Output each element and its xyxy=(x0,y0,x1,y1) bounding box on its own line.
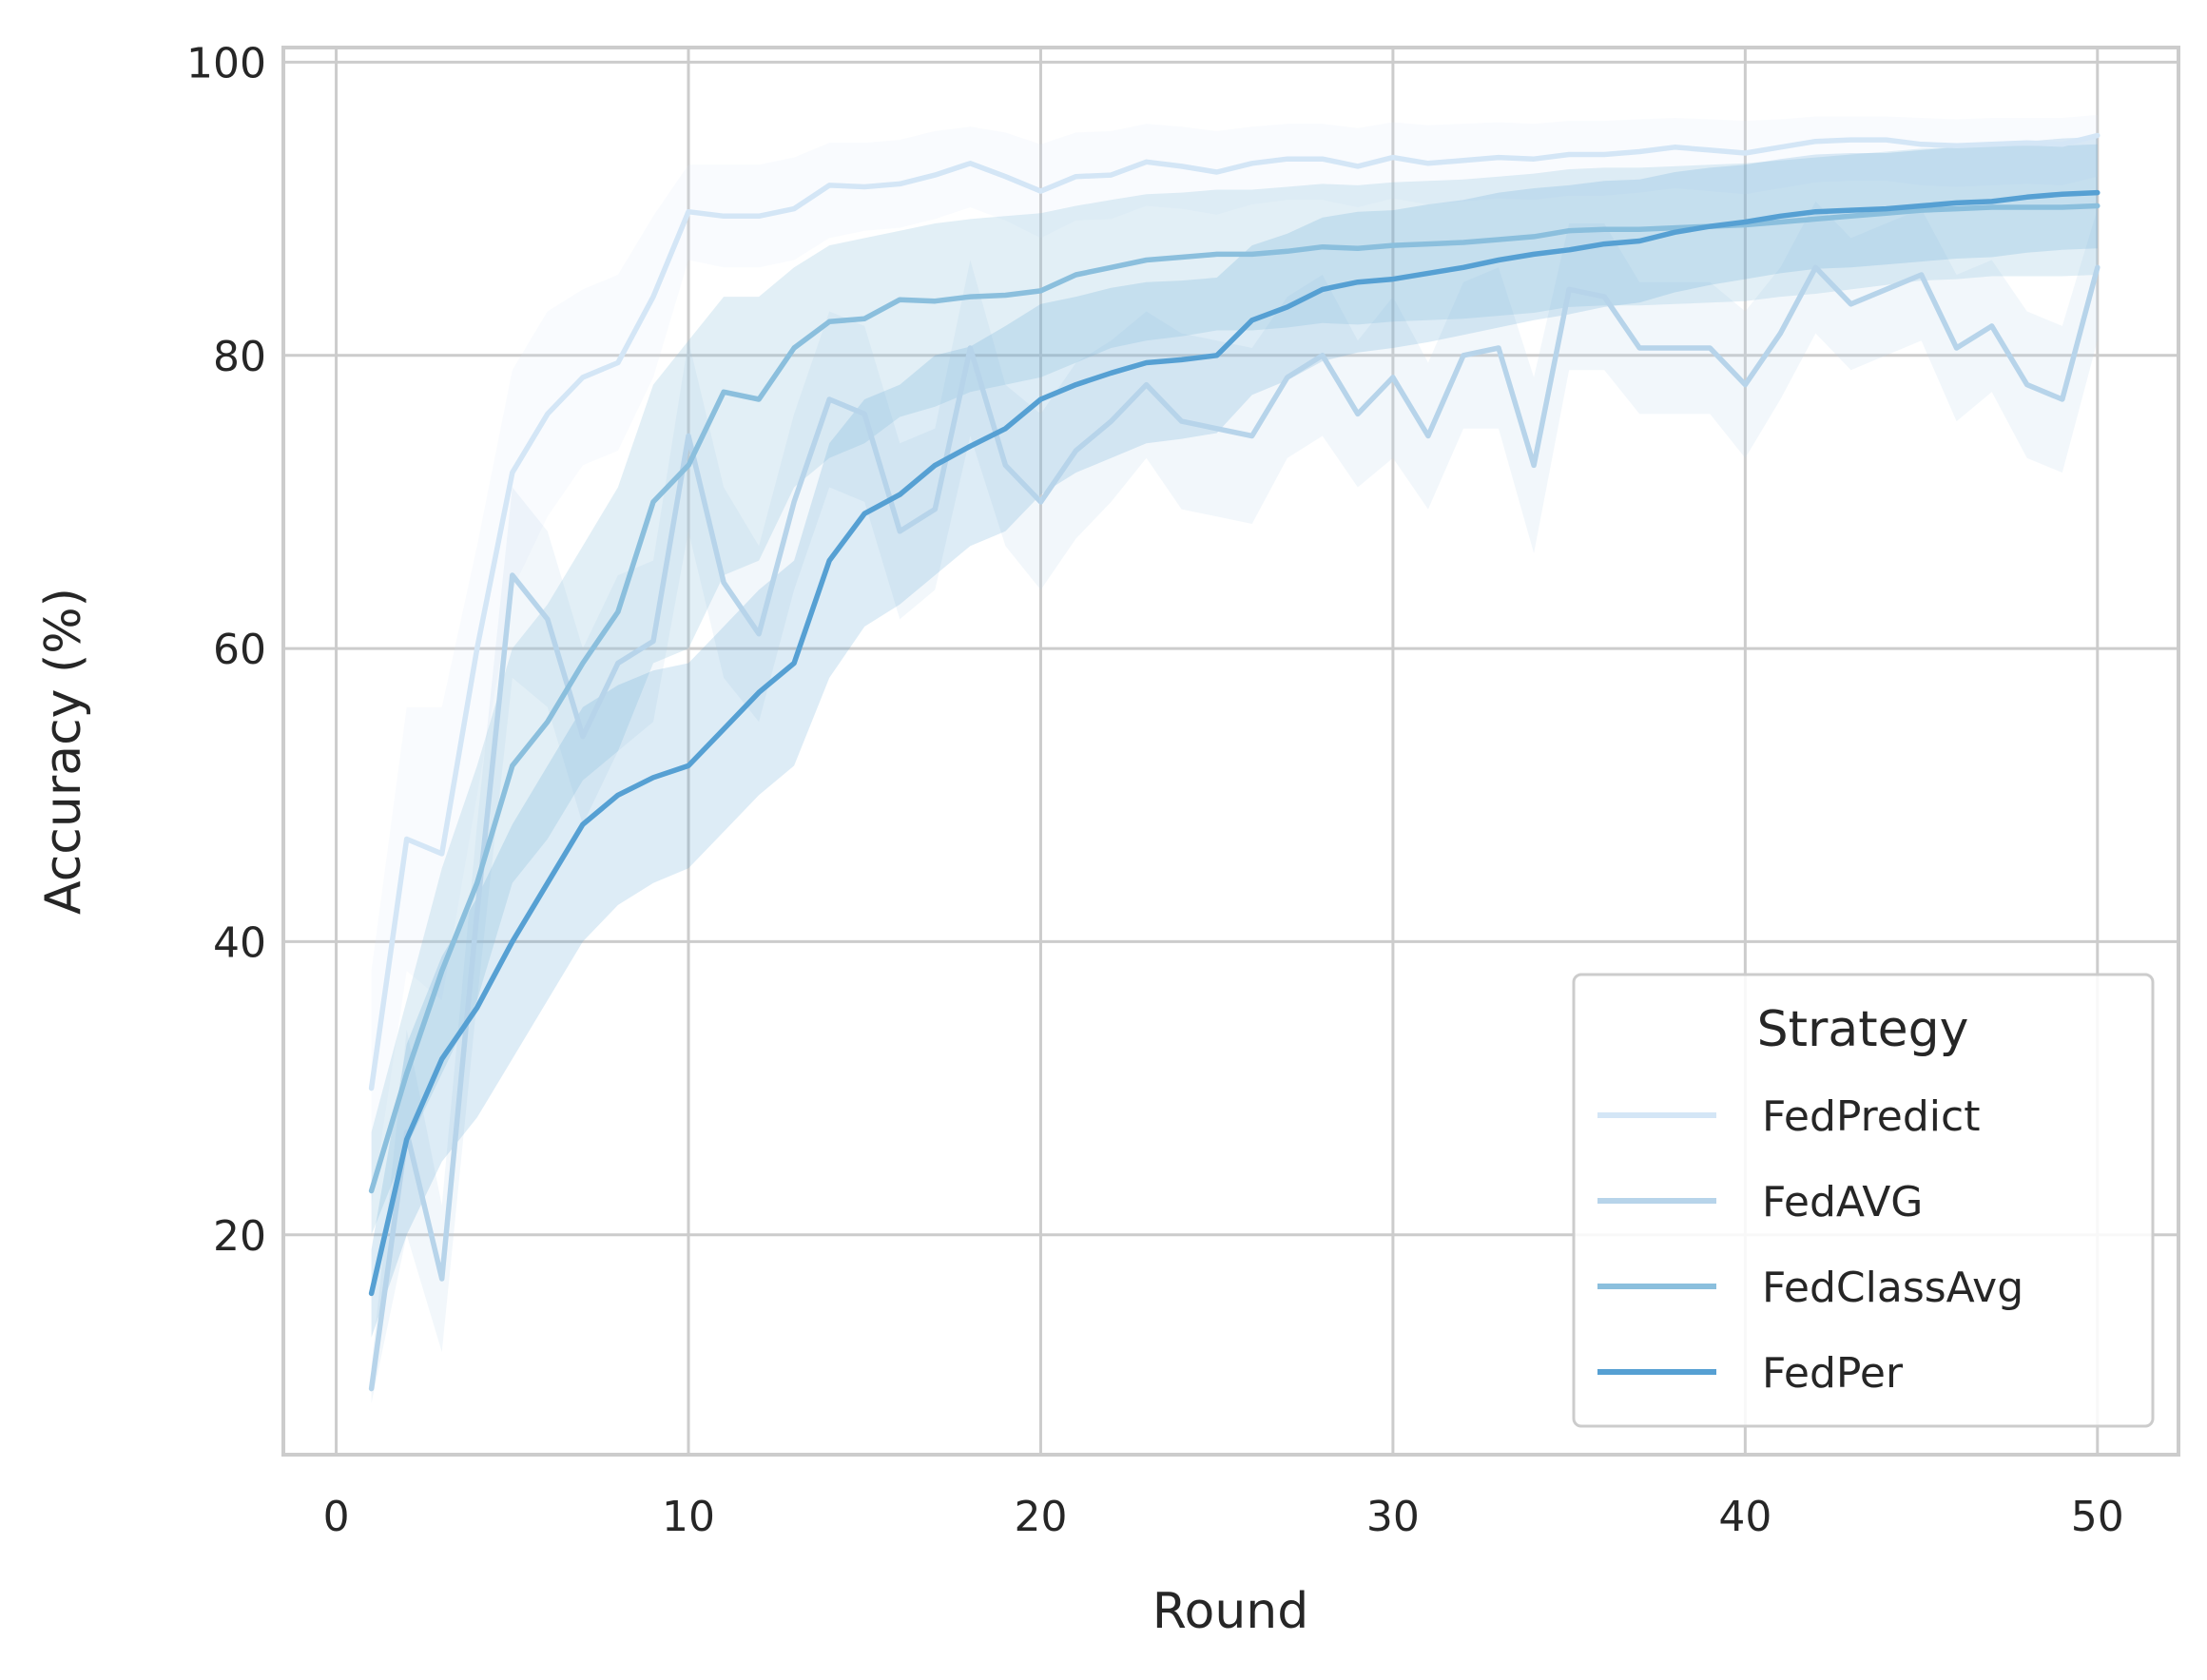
y-tick-label: 100 xyxy=(186,39,266,87)
x-tick-label: 50 xyxy=(2071,1493,2124,1541)
x-tick-labels: 0 10 20 30 40 50 xyxy=(323,1493,2124,1541)
y-axis-label: Accuracy (%) xyxy=(35,588,92,915)
legend-box xyxy=(1572,973,2155,1428)
y-tick-label: 20 xyxy=(213,1212,266,1261)
y-tick-label: 60 xyxy=(213,626,266,674)
plot-frame xyxy=(281,46,2180,1457)
x-tick-label: 10 xyxy=(662,1493,715,1541)
legend-items: FedPredict FedAVG FedClassAvg FedPer xyxy=(1597,1092,2023,1398)
x-tick-label: 0 xyxy=(323,1493,350,1541)
x-tick-label: 40 xyxy=(1718,1493,1771,1541)
legend: Strategy FedPredictFedAVGFedClassAvgFedP… xyxy=(1572,973,2155,1428)
y-tick-label: 80 xyxy=(213,333,266,381)
legend-label-fedpredict: FedPredict xyxy=(1762,1092,1980,1141)
y-tick-label: 40 xyxy=(213,918,266,967)
line-fedper xyxy=(368,189,2101,1297)
legend-label-fedclassavg: FedClassAvg xyxy=(1762,1264,2023,1312)
band-fedavg xyxy=(371,201,2098,1403)
legend-label-fedavg: FedAVG xyxy=(1762,1178,1923,1226)
x-axis-label: Round xyxy=(1152,1583,1309,1640)
line-fedclassavg xyxy=(368,203,2101,1194)
band-fedclassavg xyxy=(371,144,2098,1235)
x-tick-label: 30 xyxy=(1366,1493,1420,1541)
legend-title: Strategy xyxy=(1757,1001,1969,1058)
line-fedpredict xyxy=(368,132,2101,1091)
y-tick-labels: 20 40 60 80 100 xyxy=(186,39,266,1260)
series-lines xyxy=(368,132,2101,1392)
legend-label-fedper: FedPer xyxy=(1762,1349,1904,1398)
line-fedavg xyxy=(368,264,2101,1392)
x-tick-label: 20 xyxy=(1014,1493,1067,1541)
